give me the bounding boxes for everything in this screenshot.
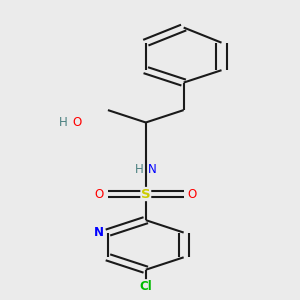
Text: H: H	[135, 163, 144, 176]
Text: O: O	[72, 116, 81, 129]
Text: O: O	[94, 188, 104, 200]
Text: H: H	[59, 116, 68, 129]
Text: N: N	[148, 163, 157, 176]
Text: O: O	[188, 188, 197, 200]
Text: S: S	[141, 188, 151, 200]
Text: Cl: Cl	[140, 280, 152, 293]
Text: N: N	[94, 226, 104, 239]
